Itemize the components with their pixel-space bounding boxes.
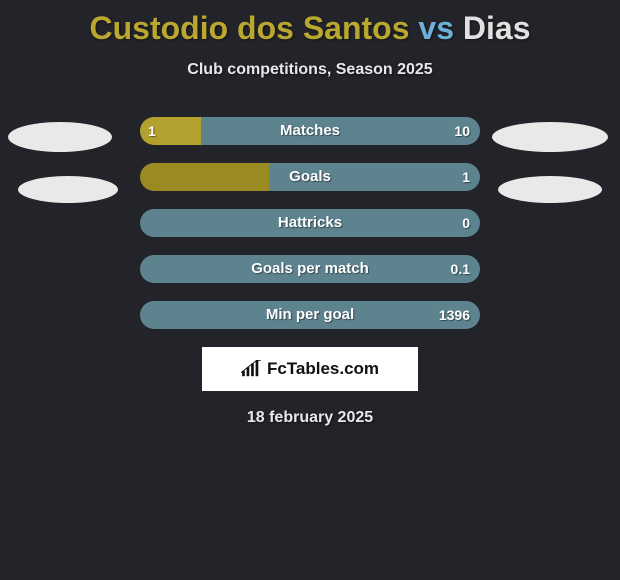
date: 18 february 2025 <box>0 409 620 427</box>
bar-right <box>140 301 480 329</box>
comparison-chart: Matches110Goals1Hattricks0Goals per matc… <box>0 117 620 329</box>
brand-text: FcTables.com <box>267 359 379 379</box>
bar-right <box>140 209 480 237</box>
stat-row: Min per goal1396 <box>0 301 620 329</box>
bar-track <box>140 301 480 329</box>
subtitle: Club competitions, Season 2025 <box>0 61 620 79</box>
vs-text: vs <box>410 10 463 46</box>
bar-track <box>140 255 480 283</box>
bar-track <box>140 209 480 237</box>
value-left: 1 <box>148 117 156 145</box>
stat-row: Goals1 <box>0 163 620 191</box>
bar-right <box>140 255 480 283</box>
bar-track <box>140 163 480 191</box>
page-title: Custodio dos Santos vs Dias <box>0 0 620 47</box>
player-b-name: Dias <box>463 10 531 46</box>
stat-row: Matches110 <box>0 117 620 145</box>
value-right: 1396 <box>439 301 470 329</box>
value-right: 1 <box>462 163 470 191</box>
player-a-name: Custodio dos Santos <box>90 10 410 46</box>
bar-right <box>201 117 480 145</box>
bar-chart-icon <box>241 360 263 378</box>
bar-left <box>140 163 269 191</box>
bar-track <box>140 117 480 145</box>
stat-row: Hattricks0 <box>0 209 620 237</box>
bar-right <box>269 163 480 191</box>
value-right: 0.1 <box>451 255 470 283</box>
value-right: 0 <box>462 209 470 237</box>
value-right: 10 <box>454 117 470 145</box>
brand-box: FcTables.com <box>202 347 418 391</box>
stat-row: Goals per match0.1 <box>0 255 620 283</box>
